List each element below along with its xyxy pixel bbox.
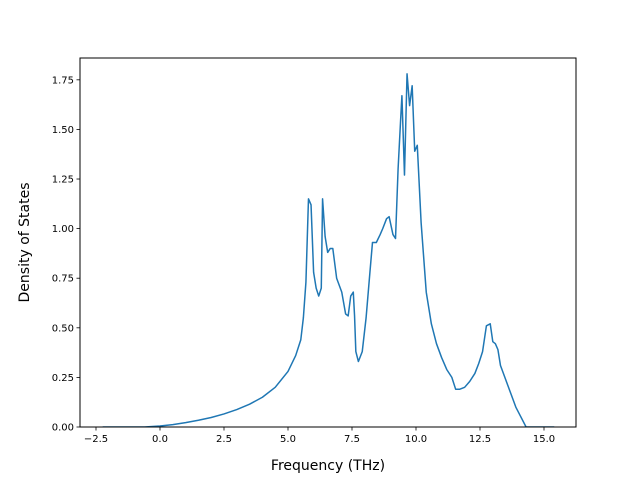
plot-area (102, 73, 555, 427)
x-tick-label: 15.0 (533, 434, 555, 445)
y-tick-label: 1.50 (52, 125, 74, 136)
x-tick-label: 5.0 (280, 434, 296, 445)
x-tick-label: 12.5 (469, 434, 491, 445)
y-axis-title: Density of States (17, 183, 33, 303)
x-tick-label: 0.0 (152, 434, 168, 445)
y-tick-label: 0.50 (52, 323, 74, 334)
series-line-0 (102, 73, 555, 427)
y-tick-label: 0.75 (52, 274, 74, 285)
y-axis: 0.00 0.25 0.50 0.75 1.00 1.25 1.50 1.75 (52, 75, 80, 434)
x-tick-label: 10.0 (405, 434, 427, 445)
x-tick-label: 2.5 (216, 434, 232, 445)
x-axis: −2.5 0.0 2.5 5.0 7.5 10.0 12.5 15.0 (84, 427, 555, 445)
y-tick-label: 1.00 (52, 224, 74, 235)
x-axis-title: Frequency (THz) (271, 458, 385, 474)
x-tick-label: 7.5 (344, 434, 360, 445)
x-tick-label: −2.5 (84, 434, 108, 445)
y-tick-label: 1.75 (52, 75, 74, 86)
y-tick-label: 0.25 (52, 373, 74, 384)
y-tick-label: 1.25 (52, 175, 74, 186)
y-tick-label: 0.00 (52, 423, 74, 434)
axes-frame (79, 57, 577, 428)
